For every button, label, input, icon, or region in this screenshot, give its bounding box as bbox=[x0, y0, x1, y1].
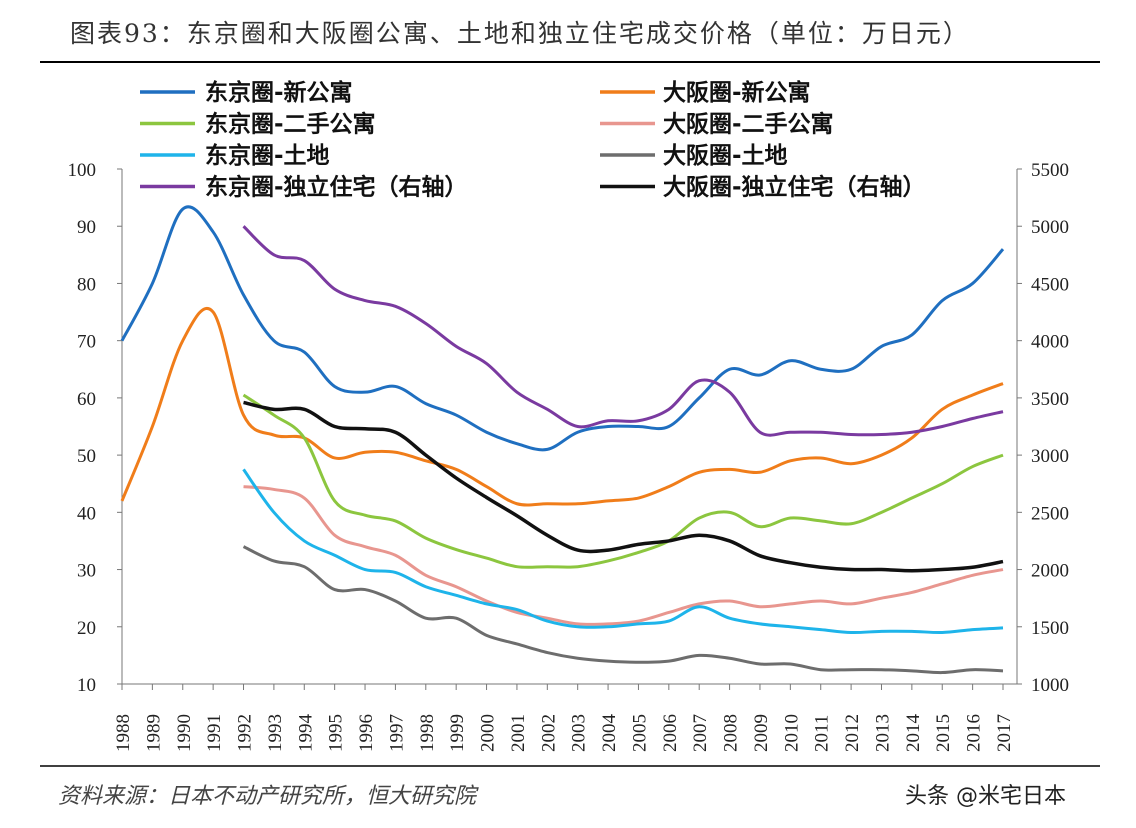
x-tick-label: 2004 bbox=[599, 714, 620, 753]
x-tick-label: 2001 bbox=[508, 714, 529, 752]
y-tick-label: 50 bbox=[77, 446, 96, 467]
y-tick-label: 80 bbox=[77, 274, 96, 295]
series-line-0 bbox=[120, 205, 1005, 452]
chart-title: 图表93：东京圈和大阪圈公寓、土地和独立住宅成交价格（单位：万日元） bbox=[70, 19, 970, 48]
x-tick-label: 1991 bbox=[204, 714, 225, 752]
series-line-6 bbox=[242, 225, 1004, 437]
x-tick-label: 1990 bbox=[174, 714, 195, 752]
y2-tick-label: 3000 bbox=[1031, 446, 1069, 467]
y2-tick-label: 2000 bbox=[1031, 561, 1069, 582]
x-tick-label: 2007 bbox=[690, 714, 711, 752]
series-line-5 bbox=[242, 545, 1004, 675]
y2-tick-label: 4000 bbox=[1031, 332, 1069, 353]
legend-label: 大阪圈-二手公寓 bbox=[663, 111, 834, 138]
y2-tick-label: 2500 bbox=[1031, 503, 1069, 524]
y-tick-label: 100 bbox=[68, 160, 97, 181]
y-tick-label: 10 bbox=[77, 675, 96, 696]
x-tick-label: 1996 bbox=[356, 714, 377, 752]
y2-tick-label: 1500 bbox=[1031, 618, 1069, 639]
watermark: 头条 @米宅日本 bbox=[905, 784, 1066, 809]
x-tick-label: 2017 bbox=[994, 714, 1015, 752]
x-tick-label: 2009 bbox=[751, 714, 772, 752]
series-line-3 bbox=[243, 485, 1004, 626]
series-line-7 bbox=[243, 400, 1004, 573]
x-tick-label: 2011 bbox=[812, 715, 833, 752]
legend-label: 大阪圈-土地 bbox=[663, 143, 788, 169]
x-tick-label: 2013 bbox=[872, 714, 893, 752]
series-line-1 bbox=[120, 307, 1004, 507]
legend-label: 东京圈-二手公寓 bbox=[205, 111, 376, 138]
x-tick-label: 2000 bbox=[478, 714, 499, 752]
x-tick-label: 1989 bbox=[143, 714, 164, 752]
x-tick-label: 1999 bbox=[447, 714, 468, 752]
series-line-4 bbox=[242, 468, 1004, 635]
y2-tick-label: 5000 bbox=[1031, 217, 1069, 238]
x-tick-label: 2015 bbox=[933, 714, 954, 752]
y-tick-label: 70 bbox=[77, 332, 96, 353]
y-tick-label: 20 bbox=[77, 618, 96, 639]
source-note: 资料来源：日本不动产研究所，恒大研究院 bbox=[58, 784, 477, 809]
x-tick-label: 2014 bbox=[903, 714, 924, 753]
x-tick-label: 2016 bbox=[964, 714, 985, 752]
legend-label: 东京圈-土地 bbox=[205, 142, 330, 169]
x-tick-label: 2005 bbox=[629, 714, 650, 752]
legend-label: 大阪圈-新公寓 bbox=[663, 79, 811, 106]
y-tick-label: 40 bbox=[77, 503, 96, 524]
x-tick-label: 1995 bbox=[326, 714, 347, 752]
y-tick-label: 30 bbox=[77, 561, 96, 582]
y-tick-label: 60 bbox=[77, 389, 96, 410]
x-tick-label: 1993 bbox=[265, 714, 286, 752]
x-tick-label: 2003 bbox=[569, 714, 590, 752]
x-tick-label: 2012 bbox=[842, 714, 863, 752]
x-tick-label: 2002 bbox=[538, 714, 559, 752]
y2-tick-label: 3500 bbox=[1031, 389, 1069, 410]
x-tick-label: 1992 bbox=[235, 714, 256, 752]
legend-label: 东京圈-独立住宅（右轴） bbox=[205, 174, 468, 201]
x-tick-label: 1994 bbox=[295, 714, 316, 753]
x-tick-label: 2006 bbox=[660, 714, 681, 752]
x-tick-label: 2008 bbox=[721, 714, 742, 752]
series-line-2 bbox=[242, 393, 1004, 569]
y2-tick-label: 4500 bbox=[1031, 274, 1069, 295]
legend-label: 东京圈-新公寓 bbox=[205, 79, 353, 106]
x-tick-label: 1997 bbox=[386, 714, 407, 752]
legend-label: 大阪圈-独立住宅（右轴） bbox=[663, 174, 926, 201]
x-tick-label: 2010 bbox=[781, 714, 802, 752]
x-tick-label: 1988 bbox=[113, 714, 134, 752]
y2-tick-label: 1000 bbox=[1031, 675, 1069, 696]
y2-tick-label: 5500 bbox=[1031, 160, 1069, 181]
y-tick-label: 90 bbox=[77, 217, 96, 238]
x-tick-label: 1998 bbox=[417, 714, 438, 752]
